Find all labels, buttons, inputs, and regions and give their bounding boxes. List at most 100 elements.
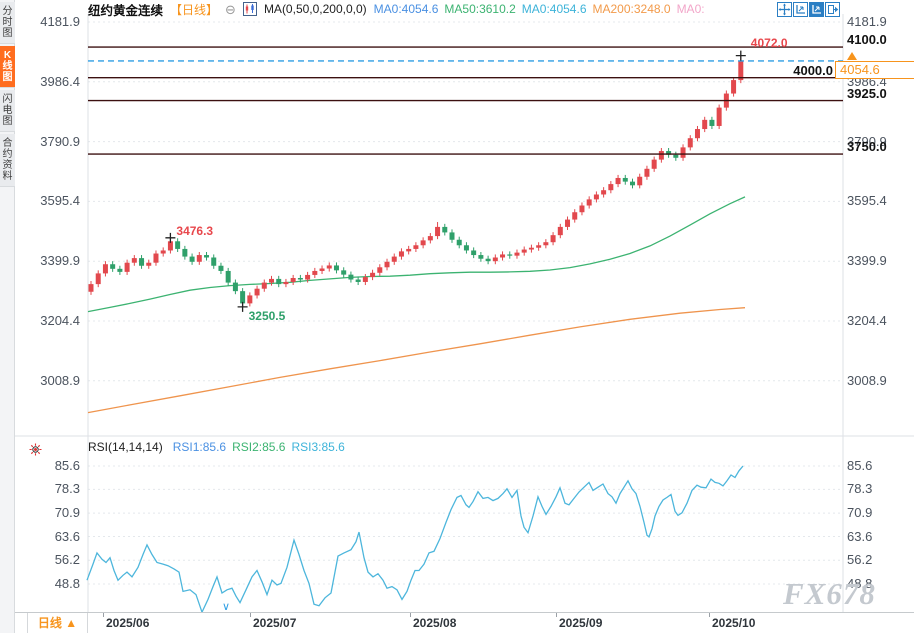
candle bbox=[326, 262, 332, 272]
candle bbox=[427, 233, 433, 244]
rsi-value-0: RSI1:85.6 bbox=[172, 440, 227, 454]
candle bbox=[406, 245, 412, 255]
candle bbox=[709, 116, 715, 130]
panel-collapse-handle[interactable]: ∨ bbox=[222, 601, 231, 613]
candle bbox=[146, 259, 152, 269]
candle bbox=[666, 147, 672, 158]
candle bbox=[449, 229, 455, 243]
candle bbox=[536, 242, 542, 251]
ma-value-1: MA50:3610.2 bbox=[444, 2, 516, 16]
candle bbox=[572, 209, 578, 223]
candle bbox=[261, 279, 267, 292]
candle bbox=[196, 251, 202, 265]
indicator-settings-icon[interactable] bbox=[29, 443, 42, 461]
candle bbox=[102, 261, 108, 277]
candle bbox=[637, 173, 643, 189]
extreme-annotation: 3476.3 bbox=[176, 223, 214, 238]
hline-label: 3750.0 bbox=[847, 139, 887, 155]
candle bbox=[615, 174, 621, 188]
ma-value-3: MA200:3248.0 bbox=[592, 2, 671, 16]
candle bbox=[485, 255, 491, 265]
pan-icon[interactable] bbox=[777, 2, 792, 17]
month-tick bbox=[556, 613, 557, 617]
candle bbox=[362, 274, 368, 286]
period-selector[interactable]: 日线 ▲ bbox=[27, 613, 88, 633]
candle bbox=[557, 223, 563, 239]
rsi-values: RSI1:85.6 RSI2:85.6 RSI3:85.6 bbox=[173, 440, 351, 454]
candle bbox=[110, 261, 116, 272]
rsi-axis-label-right: 63.6 bbox=[847, 528, 873, 544]
candle bbox=[565, 216, 571, 230]
candle bbox=[463, 242, 469, 254]
candle bbox=[507, 251, 513, 259]
sidebar-tab-2[interactable]: 闪电图 bbox=[0, 90, 15, 132]
extreme-marker-icon bbox=[165, 232, 176, 243]
sidebar-tab-3[interactable]: 合约资料 bbox=[0, 134, 15, 187]
mini-kline-icon[interactable] bbox=[242, 2, 257, 16]
candle bbox=[348, 271, 354, 283]
candle bbox=[117, 265, 123, 275]
ma50-line bbox=[87, 196, 746, 313]
price-axis-label-left: 3790.9 bbox=[40, 133, 80, 149]
candle bbox=[211, 254, 217, 269]
candle bbox=[305, 271, 311, 283]
ma200-line bbox=[87, 307, 746, 414]
rsi-axis-label-right: 78.3 bbox=[847, 481, 873, 497]
candle bbox=[254, 285, 260, 299]
rsi-axis-label-right: 48.8 bbox=[847, 576, 873, 591]
candle bbox=[687, 135, 693, 151]
candle bbox=[673, 151, 679, 161]
axis-zoom-active-icon[interactable] bbox=[809, 2, 824, 17]
candle bbox=[471, 247, 477, 259]
month-tick bbox=[250, 613, 251, 617]
candle bbox=[731, 77, 737, 97]
candle bbox=[225, 267, 231, 286]
price-axis-label-right: 3008.9 bbox=[847, 372, 887, 388]
watermark: FX678 bbox=[783, 576, 876, 611]
rsi-axis-label-right: 70.9 bbox=[847, 505, 873, 521]
minus-circle-icon[interactable]: ⊖ bbox=[225, 1, 236, 17]
candle bbox=[630, 178, 635, 189]
candle bbox=[232, 279, 238, 295]
candle bbox=[131, 255, 137, 266]
window-toolbar bbox=[777, 2, 840, 17]
candle bbox=[442, 223, 448, 236]
candle bbox=[95, 270, 101, 288]
ma-value-0: MA0:4054.6 bbox=[373, 2, 439, 16]
month-tick bbox=[103, 613, 104, 617]
candle bbox=[189, 253, 195, 265]
price-axis-label-right: 3790.9 bbox=[847, 133, 887, 149]
candle bbox=[514, 249, 520, 259]
exit-icon[interactable] bbox=[825, 2, 840, 17]
extreme-marker-icon bbox=[237, 301, 248, 312]
candle bbox=[398, 248, 404, 260]
candle bbox=[182, 245, 188, 260]
sidebar-tab-0[interactable]: 分时图 bbox=[0, 2, 15, 44]
candle bbox=[586, 196, 592, 209]
candle bbox=[593, 191, 599, 203]
candle bbox=[319, 265, 325, 275]
candle bbox=[160, 247, 166, 257]
candle bbox=[550, 232, 556, 246]
sidebar-tab-1[interactable]: K线图 bbox=[0, 46, 15, 88]
candle bbox=[391, 253, 397, 265]
candle bbox=[247, 292, 253, 307]
rsi-axis-label-right: 56.2 bbox=[847, 552, 873, 568]
axis-zoom-icon[interactable] bbox=[793, 2, 808, 17]
candle bbox=[622, 174, 628, 185]
x-axis-label-2: 2025/08 bbox=[413, 616, 457, 630]
x-axis-label-4: 2025/10 bbox=[712, 616, 756, 630]
candle bbox=[269, 275, 274, 286]
price-axis-label-left: 3399.9 bbox=[40, 253, 80, 269]
rsi-params-label: RSI(14,14,14) bbox=[88, 440, 163, 454]
extreme-marker-icon bbox=[735, 50, 746, 61]
candle bbox=[276, 275, 282, 288]
hline-label: 4100.0 bbox=[847, 32, 887, 48]
candle bbox=[543, 239, 549, 249]
rsi-axis-label-left: 78.3 bbox=[54, 481, 80, 497]
period-tag: 【日线】 bbox=[170, 2, 219, 17]
candle bbox=[651, 156, 657, 172]
candle bbox=[528, 244, 534, 253]
hline-label: 4000.0 bbox=[793, 62, 833, 78]
